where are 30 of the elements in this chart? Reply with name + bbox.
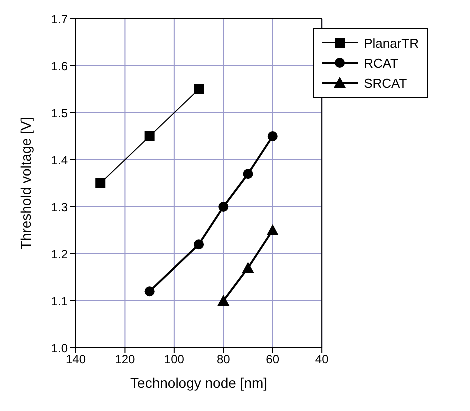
legend-label: RCAT <box>364 56 399 70</box>
point <box>218 202 229 212</box>
point <box>218 295 230 306</box>
x-tick-label: 40 <box>315 352 330 367</box>
x-tick-label: 60 <box>266 352 280 367</box>
y-tick-label: 1.3 <box>51 200 68 214</box>
x-tick-label: 100 <box>164 352 185 367</box>
legend-label: SRCAT <box>364 76 408 90</box>
point <box>144 286 155 297</box>
point <box>194 240 204 250</box>
point <box>144 132 155 142</box>
legend-label: PlanarTR <box>364 36 419 50</box>
point <box>242 262 254 274</box>
point <box>194 84 204 94</box>
y-tick-label: 1.4 <box>51 153 68 168</box>
y-tick-label: 1.7 <box>51 12 68 26</box>
x-axis-title: Technology node [nm] <box>130 375 268 391</box>
y-axis-title: Threshold voltage [V] <box>18 117 34 250</box>
y-tick-label: 1.0 <box>51 341 68 356</box>
y-tick-label: 1.1 <box>51 294 68 308</box>
point <box>268 132 278 142</box>
x-tick-label: 80 <box>216 352 231 367</box>
y-tick-label: 1.5 <box>51 106 68 120</box>
point <box>243 169 254 180</box>
point <box>96 178 106 188</box>
x-tick-label: 120 <box>115 352 136 367</box>
x-tick-label: 140 <box>66 352 86 367</box>
point <box>266 224 279 236</box>
y-tick-label: 1.6 <box>51 59 68 74</box>
y-tick-label: 1.2 <box>51 247 68 262</box>
